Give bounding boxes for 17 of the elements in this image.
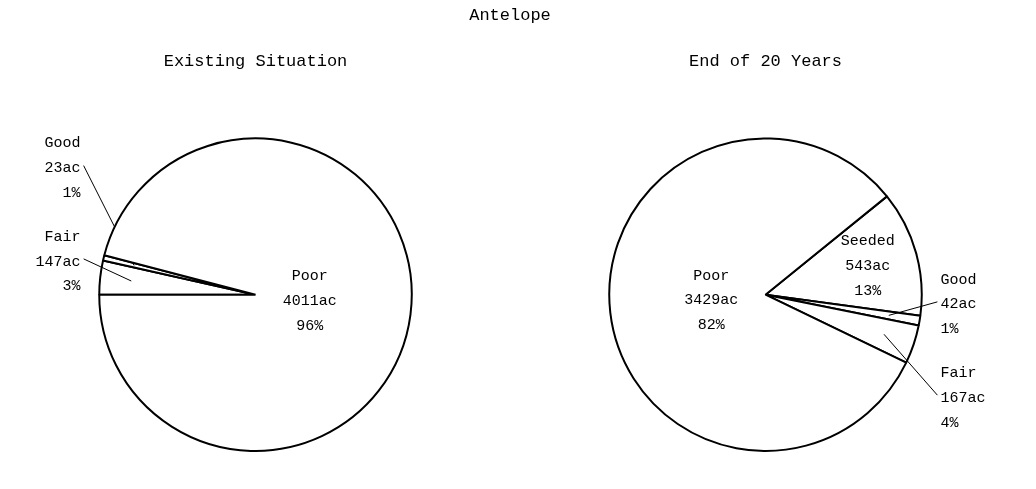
data-label: 4011ac 96% [282, 293, 337, 336]
data-label: 3429ac 82% [684, 292, 739, 335]
slice-label: Poor [693, 267, 730, 285]
slice-label: Seeded [840, 233, 895, 251]
data-label: 42ac 1% [940, 296, 977, 339]
slice-label: Fair [940, 365, 977, 383]
slice-label: Good [44, 135, 81, 153]
data-label: 543ac 13% [845, 258, 891, 300]
data-label: 147ac 3% [35, 253, 82, 296]
chart-title: End of 20 Years [688, 52, 843, 72]
data-label: 23ac 1% [44, 160, 82, 203]
chart-title: Existing Situation [163, 52, 348, 72]
data-label: 167ac 4% [940, 390, 986, 432]
slice-label: Fair [44, 228, 81, 246]
slice-label: Good [940, 271, 977, 289]
slice-label: Poor [291, 268, 328, 286]
text: Antelope [469, 5, 551, 27]
